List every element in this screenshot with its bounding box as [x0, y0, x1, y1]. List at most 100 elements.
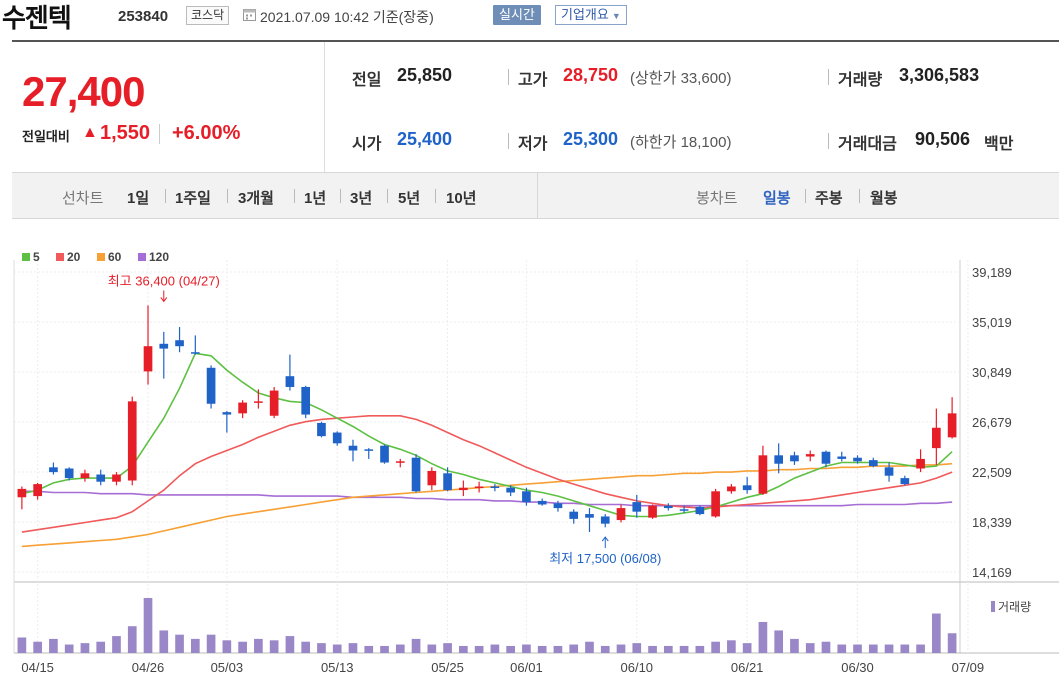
candle-body — [805, 454, 815, 457]
volume-bar — [616, 644, 626, 653]
candle-body — [64, 468, 74, 479]
high-arrow-head — [160, 297, 168, 303]
candle-body — [348, 445, 358, 451]
volume-bar — [206, 634, 216, 653]
company-info-dropdown[interactable]: 기업개요 ▼ — [555, 5, 627, 25]
x-tick-label: 05/03 — [211, 660, 244, 675]
volume-label: 거래량 — [838, 72, 883, 89]
period-5y[interactable]: 5년 — [398, 190, 421, 207]
volume-bar — [506, 645, 515, 653]
candle-body — [364, 449, 374, 451]
volume-legend-label: 거래량 — [998, 600, 1031, 614]
x-tick-label: 06/01 — [510, 660, 543, 675]
volume-bar — [648, 645, 657, 653]
divider — [828, 69, 829, 85]
ma5-line — [21, 352, 953, 518]
candle-weekly[interactable]: 주봉 — [815, 190, 843, 207]
volume-bar — [663, 645, 673, 653]
volume-bar — [537, 645, 547, 653]
candle-body — [932, 427, 941, 449]
candle-body — [332, 432, 342, 444]
legend-label: 120 — [149, 250, 169, 264]
line-chart-label: 선차트 — [62, 190, 104, 207]
candle-monthly[interactable]: 월봉 — [870, 190, 898, 207]
candle-body — [790, 455, 799, 462]
candle-body — [269, 390, 279, 416]
x-tick-label: 06/21 — [731, 660, 764, 675]
volume-bar — [947, 633, 957, 653]
open-value: 25,400 — [397, 129, 453, 149]
change-label: 전일대비 — [22, 129, 70, 144]
candle-body — [821, 451, 831, 464]
volume-bar — [175, 634, 184, 653]
y-tick-label: 26,679 — [972, 415, 1012, 430]
volume-bar — [17, 637, 27, 653]
candle-daily[interactable]: 일봉 — [763, 190, 791, 207]
candle-body — [254, 401, 263, 403]
candle-body — [506, 487, 515, 493]
volume-bar — [395, 644, 405, 653]
candle-body — [884, 467, 894, 476]
period-1d[interactable]: 1일 — [127, 190, 150, 207]
divider — [387, 189, 388, 203]
period-10y[interactable]: 10년 — [446, 190, 477, 207]
realtime-button[interactable]: 실시간 — [493, 5, 541, 25]
volume-bar — [490, 644, 500, 653]
price-summary: 27,400 전일대비 ▲ 1,550 +6.00% 전일 25,850 고가 … — [12, 40, 1059, 172]
volume-bar — [285, 636, 295, 653]
caret-down-icon: ▼ — [611, 11, 621, 21]
candle-body — [443, 473, 452, 491]
volume-bar — [33, 641, 42, 653]
divider — [294, 189, 295, 203]
candle-body — [395, 461, 405, 463]
timestamp: 2021.07.09 10:42 기준(장중) — [260, 9, 434, 25]
stock-code: 253840 — [118, 8, 169, 25]
legend-swatch — [138, 253, 146, 261]
x-tick-label: 05/13 — [321, 660, 354, 675]
candle-body — [17, 488, 27, 498]
period-3m[interactable]: 3개월 — [238, 190, 274, 207]
candle-body — [190, 352, 200, 354]
divider — [340, 189, 341, 203]
company-name[interactable]: 수젠텍 — [2, 3, 72, 33]
period-1w[interactable]: 1주일 — [175, 190, 211, 207]
volume-bar — [143, 598, 153, 653]
candle-body — [490, 486, 500, 488]
volume-bar — [569, 644, 579, 653]
volume-bar — [742, 643, 752, 653]
candle-body — [569, 511, 579, 519]
x-tick-label: 07/09 — [952, 660, 985, 675]
candle-body — [837, 456, 847, 459]
amount-unit: 백만 — [984, 136, 1014, 153]
volume-bar — [837, 644, 847, 653]
candle-body — [553, 503, 563, 509]
amount-label: 거래대금 — [838, 136, 897, 153]
volume-bar — [474, 645, 484, 653]
current-price: 27,400 — [22, 68, 145, 115]
volume-bar — [774, 630, 784, 653]
low-annotation: 최저 17,500 (06/08) — [549, 551, 661, 566]
volume-bar — [679, 645, 689, 653]
volume-legend-swatch — [991, 601, 995, 612]
candle-body — [663, 505, 673, 509]
candle-body — [648, 505, 657, 518]
candle-body — [301, 386, 311, 415]
x-tick-label: 04/26 — [132, 660, 165, 675]
period-1y[interactable]: 1년 — [304, 190, 327, 207]
candle-body — [711, 491, 720, 517]
x-tick-label: 06/10 — [621, 660, 654, 675]
high-value: 28,750 — [563, 65, 619, 85]
volume-bar — [632, 643, 642, 653]
volume-bar — [727, 640, 736, 653]
volume-bar — [411, 638, 421, 653]
legend-label: 5 — [33, 250, 40, 264]
candle-body — [742, 485, 752, 491]
y-tick-label: 39,189 — [972, 265, 1012, 280]
legend-label: 60 — [108, 250, 122, 264]
candle-body — [285, 376, 295, 387]
volume-bar — [159, 630, 169, 653]
candle-body — [222, 412, 232, 415]
period-3y[interactable]: 3년 — [350, 190, 373, 207]
candle-body — [616, 508, 626, 521]
candle-body — [49, 467, 58, 473]
